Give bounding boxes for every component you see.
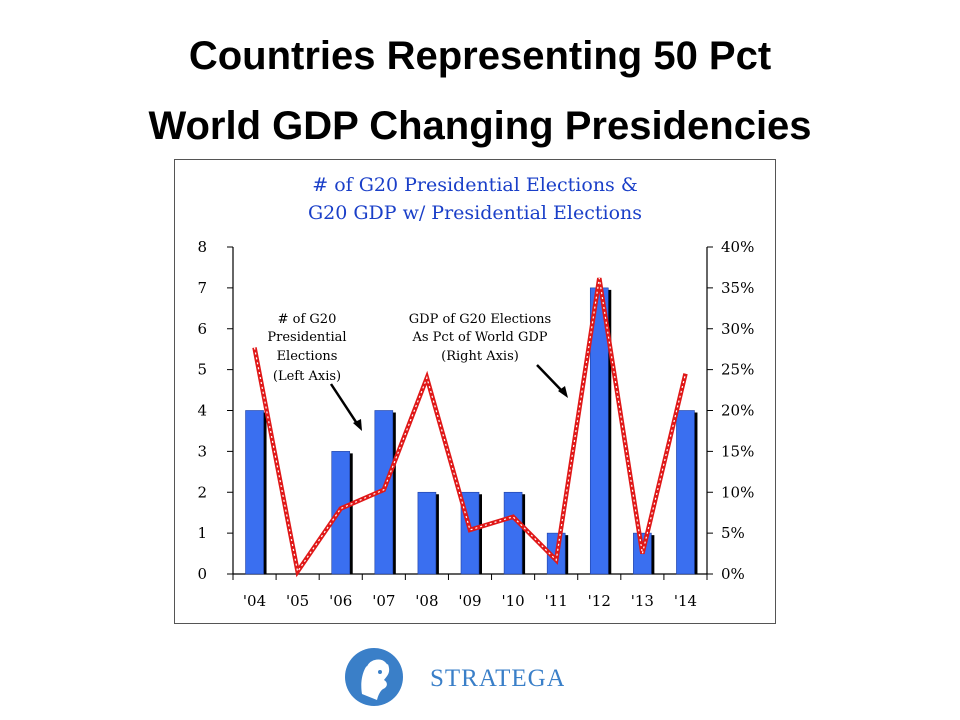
bar [503, 491, 523, 575]
annotation-right-line-1: GDP of G20 Elections [409, 312, 551, 327]
right-tick-label: 5% [721, 524, 745, 542]
bar [417, 491, 437, 575]
bar [331, 451, 351, 575]
strategas-logo: STRATEGAS [345, 648, 564, 706]
annotation-left-line-4: (Left Axis) [273, 369, 341, 384]
x-tick-label: '09 [458, 592, 481, 610]
tick-labels: 0 1 2 3 4 5 6 7 8 0% 5% 10% 15% 20% 25% 30% 35% 40% '04 '05… [197, 238, 754, 610]
x-tick-label: '06 [329, 592, 352, 610]
annotation-right-arrow [536, 364, 564, 393]
right-tick-label: 10% [721, 483, 754, 501]
right-tick-label: 30% [721, 320, 754, 338]
left-tick-label: 3 [197, 442, 207, 460]
annotation-left-arrowhead [353, 419, 362, 431]
left-tick-label: 5 [197, 361, 207, 379]
left-tick-label: 4 [197, 402, 207, 420]
left-tick-label: 8 [197, 238, 207, 256]
right-tick-label: 35% [721, 279, 754, 297]
annotation-left-line-1: # of G20 [278, 312, 337, 327]
slide-title-line-1: Countries Representing 50 Pct [188, 34, 772, 78]
x-tick-label: '11 [545, 592, 568, 610]
chart-title-line-2: G20 GDP w/ Presidential Elections [308, 202, 642, 224]
x-tick-label: '04 [243, 592, 266, 610]
right-tick-label: 0% [721, 565, 745, 583]
annotation-left-arrow [329, 383, 360, 426]
left-tick-label: 6 [197, 320, 207, 338]
x-tick-label: '05 [286, 592, 309, 610]
x-tick-label: '13 [631, 592, 654, 610]
annotation-left: # of G20 Presidential Elections (Left Ax… [267, 312, 362, 431]
line-series [252, 277, 688, 578]
bar [676, 410, 695, 575]
x-tick-label: '14 [674, 592, 697, 610]
x-tick-label: '12 [588, 592, 611, 610]
chart-frame: # of G20 Presidential Elections & G20 GD… [174, 159, 776, 624]
slide-title-line-2: World GDP Changing Presidencies [148, 104, 812, 148]
x-tick-label: '08 [415, 592, 438, 610]
annotation-left-line-2: Presidential [267, 330, 346, 345]
logo-wordmark: STRATEGAS [430, 665, 564, 692]
annotation-right-line-3: (Right Axis) [441, 349, 519, 364]
right-tick-label: 20% [721, 402, 754, 420]
bar-series [245, 287, 698, 575]
x-tick-label: '07 [372, 592, 395, 610]
x-tick-label: '10 [501, 592, 524, 610]
annotation-right: GDP of G20 Elections As Pct of World GDP… [409, 312, 568, 398]
annotation-right-arrowhead [558, 386, 568, 398]
bar [245, 410, 264, 575]
right-tick-label: 25% [721, 361, 754, 379]
left-tick-label: 7 [197, 279, 207, 297]
annotation-right-line-2: As Pct of World GDP [411, 330, 547, 345]
right-tick-label: 15% [721, 442, 754, 460]
left-tick-label: 2 [197, 483, 207, 501]
chart-title-line-1: # of G20 Presidential Elections & [312, 174, 638, 196]
left-tick-label: 0 [197, 565, 207, 583]
helmeted-head-icon [345, 648, 403, 706]
right-tick-label: 40% [721, 238, 754, 256]
chart-svg: # of G20 Presidential Elections & G20 GD… [197, 174, 754, 610]
annotation-left-line-3: Elections [277, 349, 338, 364]
left-tick-label: 1 [197, 524, 207, 542]
